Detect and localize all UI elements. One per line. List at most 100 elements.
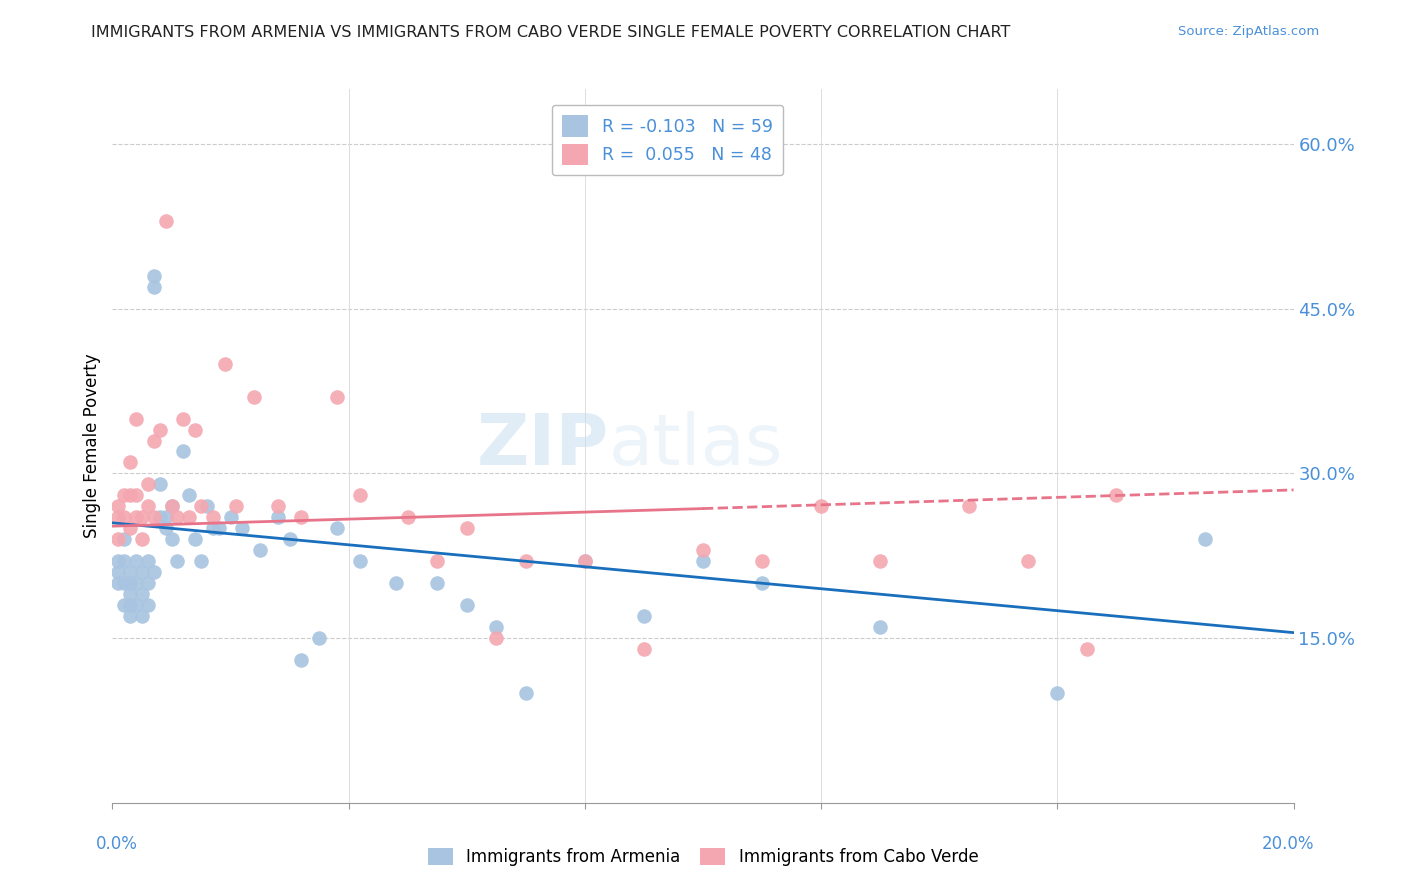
- Point: [120, 587, 142, 601]
- Text: 20.0%: 20.0%: [1263, 835, 1315, 853]
- Point: [131, 587, 153, 601]
- Point: [214, 357, 236, 371]
- Point: [125, 488, 148, 502]
- Point: [120, 488, 142, 502]
- Legend: Immigrants from Armenia, Immigrants from Cabo Verde: Immigrants from Armenia, Immigrants from…: [420, 841, 986, 873]
- Legend: R = -0.103   N = 59, R =  0.055   N = 48: R = -0.103 N = 59, R = 0.055 N = 48: [551, 105, 783, 175]
- Text: Source: ZipAtlas.com: Source: ZipAtlas.com: [1178, 25, 1319, 38]
- Point: [1076, 642, 1098, 657]
- Point: [155, 510, 177, 524]
- Point: [107, 576, 129, 591]
- Point: [190, 500, 212, 514]
- Point: [692, 554, 714, 568]
- Point: [308, 631, 330, 645]
- Point: [349, 488, 371, 502]
- Point: [142, 434, 165, 448]
- Point: [249, 543, 271, 558]
- Point: [107, 500, 129, 514]
- Point: [633, 642, 655, 657]
- Point: [172, 411, 194, 425]
- Point: [426, 576, 449, 591]
- Point: [385, 576, 408, 591]
- Point: [155, 521, 177, 535]
- Point: [120, 598, 142, 612]
- Point: [172, 444, 194, 458]
- Point: [225, 500, 247, 514]
- Point: [112, 533, 135, 547]
- Point: [231, 521, 253, 535]
- Point: [456, 598, 478, 612]
- Point: [120, 521, 142, 535]
- Point: [633, 609, 655, 624]
- Point: [125, 598, 148, 612]
- Point: [160, 500, 183, 514]
- Point: [142, 280, 165, 294]
- Point: [149, 510, 172, 524]
- Point: [751, 554, 773, 568]
- Point: [574, 554, 596, 568]
- Point: [326, 521, 349, 535]
- Point: [149, 423, 172, 437]
- Point: [125, 510, 148, 524]
- Point: [184, 423, 207, 437]
- Point: [267, 510, 290, 524]
- Point: [125, 554, 148, 568]
- Point: [131, 533, 153, 547]
- Point: [120, 566, 142, 580]
- Point: [120, 609, 142, 624]
- Point: [201, 510, 224, 524]
- Point: [426, 554, 449, 568]
- Point: [136, 554, 159, 568]
- Point: [692, 543, 714, 558]
- Point: [112, 510, 135, 524]
- Point: [208, 521, 231, 535]
- Point: [125, 411, 148, 425]
- Point: [219, 510, 242, 524]
- Point: [267, 500, 290, 514]
- Point: [201, 521, 224, 535]
- Point: [136, 477, 159, 491]
- Text: ZIP: ZIP: [477, 411, 609, 481]
- Point: [349, 554, 371, 568]
- Point: [485, 620, 508, 634]
- Point: [112, 488, 135, 502]
- Point: [112, 576, 135, 591]
- Point: [869, 554, 891, 568]
- Point: [149, 477, 172, 491]
- Point: [515, 686, 537, 700]
- Point: [107, 566, 129, 580]
- Point: [456, 521, 478, 535]
- Y-axis label: Single Female Poverty: Single Female Poverty: [83, 354, 101, 538]
- Point: [120, 455, 142, 469]
- Point: [160, 500, 183, 514]
- Text: IMMIGRANTS FROM ARMENIA VS IMMIGRANTS FROM CABO VERDE SINGLE FEMALE POVERTY CORR: IMMIGRANTS FROM ARMENIA VS IMMIGRANTS FR…: [91, 25, 1011, 40]
- Point: [290, 653, 312, 667]
- Point: [131, 510, 153, 524]
- Point: [142, 566, 165, 580]
- Point: [120, 576, 142, 591]
- Point: [112, 554, 135, 568]
- Point: [290, 510, 312, 524]
- Point: [957, 500, 980, 514]
- Point: [131, 566, 153, 580]
- Point: [810, 500, 832, 514]
- Point: [107, 510, 129, 524]
- Point: [1105, 488, 1128, 502]
- Point: [396, 510, 419, 524]
- Point: [107, 533, 129, 547]
- Point: [107, 554, 129, 568]
- Point: [179, 510, 201, 524]
- Point: [190, 554, 212, 568]
- Point: [166, 554, 188, 568]
- Point: [112, 598, 135, 612]
- Point: [142, 268, 165, 283]
- Text: 0.0%: 0.0%: [96, 835, 138, 853]
- Point: [1194, 533, 1216, 547]
- Point: [278, 533, 301, 547]
- Point: [751, 576, 773, 591]
- Point: [184, 533, 207, 547]
- Point: [142, 510, 165, 524]
- Point: [869, 620, 891, 634]
- Point: [485, 631, 508, 645]
- Point: [136, 576, 159, 591]
